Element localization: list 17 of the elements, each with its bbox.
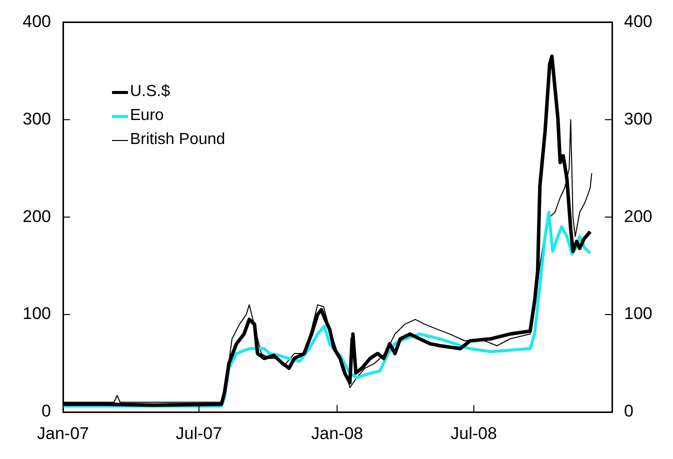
x-tick-label: Jan-08 [311, 424, 364, 443]
y2-tick-label: 400 [624, 12, 652, 31]
y2-tick-label: 200 [624, 206, 652, 226]
y2-tick-label: 300 [624, 109, 652, 128]
legend-label: Euro [130, 107, 164, 125]
y2-tick-label: 0 [624, 402, 634, 421]
y-tick-label: 400 [22, 12, 51, 31]
y2-tick-label: 100 [624, 304, 652, 324]
legend-label: British Pound [130, 131, 226, 149]
y-tick-label: 200 [22, 206, 51, 226]
y-tick-label: 0 [42, 402, 51, 421]
x-tick-label: Jan-07 [37, 424, 89, 443]
y-tick-label: 100 [22, 304, 51, 324]
legend-label: U.S.$ [130, 83, 170, 101]
y-tick-label: 300 [22, 109, 51, 128]
x-tick-label: Jul-07 [176, 424, 222, 443]
x-tick-label: Jul-08 [450, 424, 497, 443]
